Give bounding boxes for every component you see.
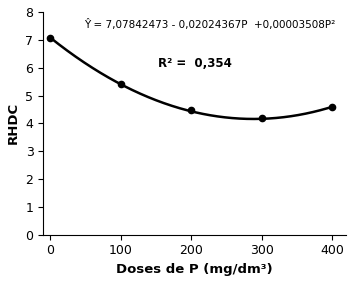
- X-axis label: Doses de P (mg/dm³): Doses de P (mg/dm³): [116, 263, 273, 276]
- Text: Ŷ = 7,07842473 - 0,02024367P  +0,00003508P²: Ŷ = 7,07842473 - 0,02024367P +0,00003508…: [84, 19, 335, 30]
- Text: R² =  0,354: R² = 0,354: [158, 57, 232, 70]
- Y-axis label: RHDC: RHDC: [7, 102, 20, 144]
